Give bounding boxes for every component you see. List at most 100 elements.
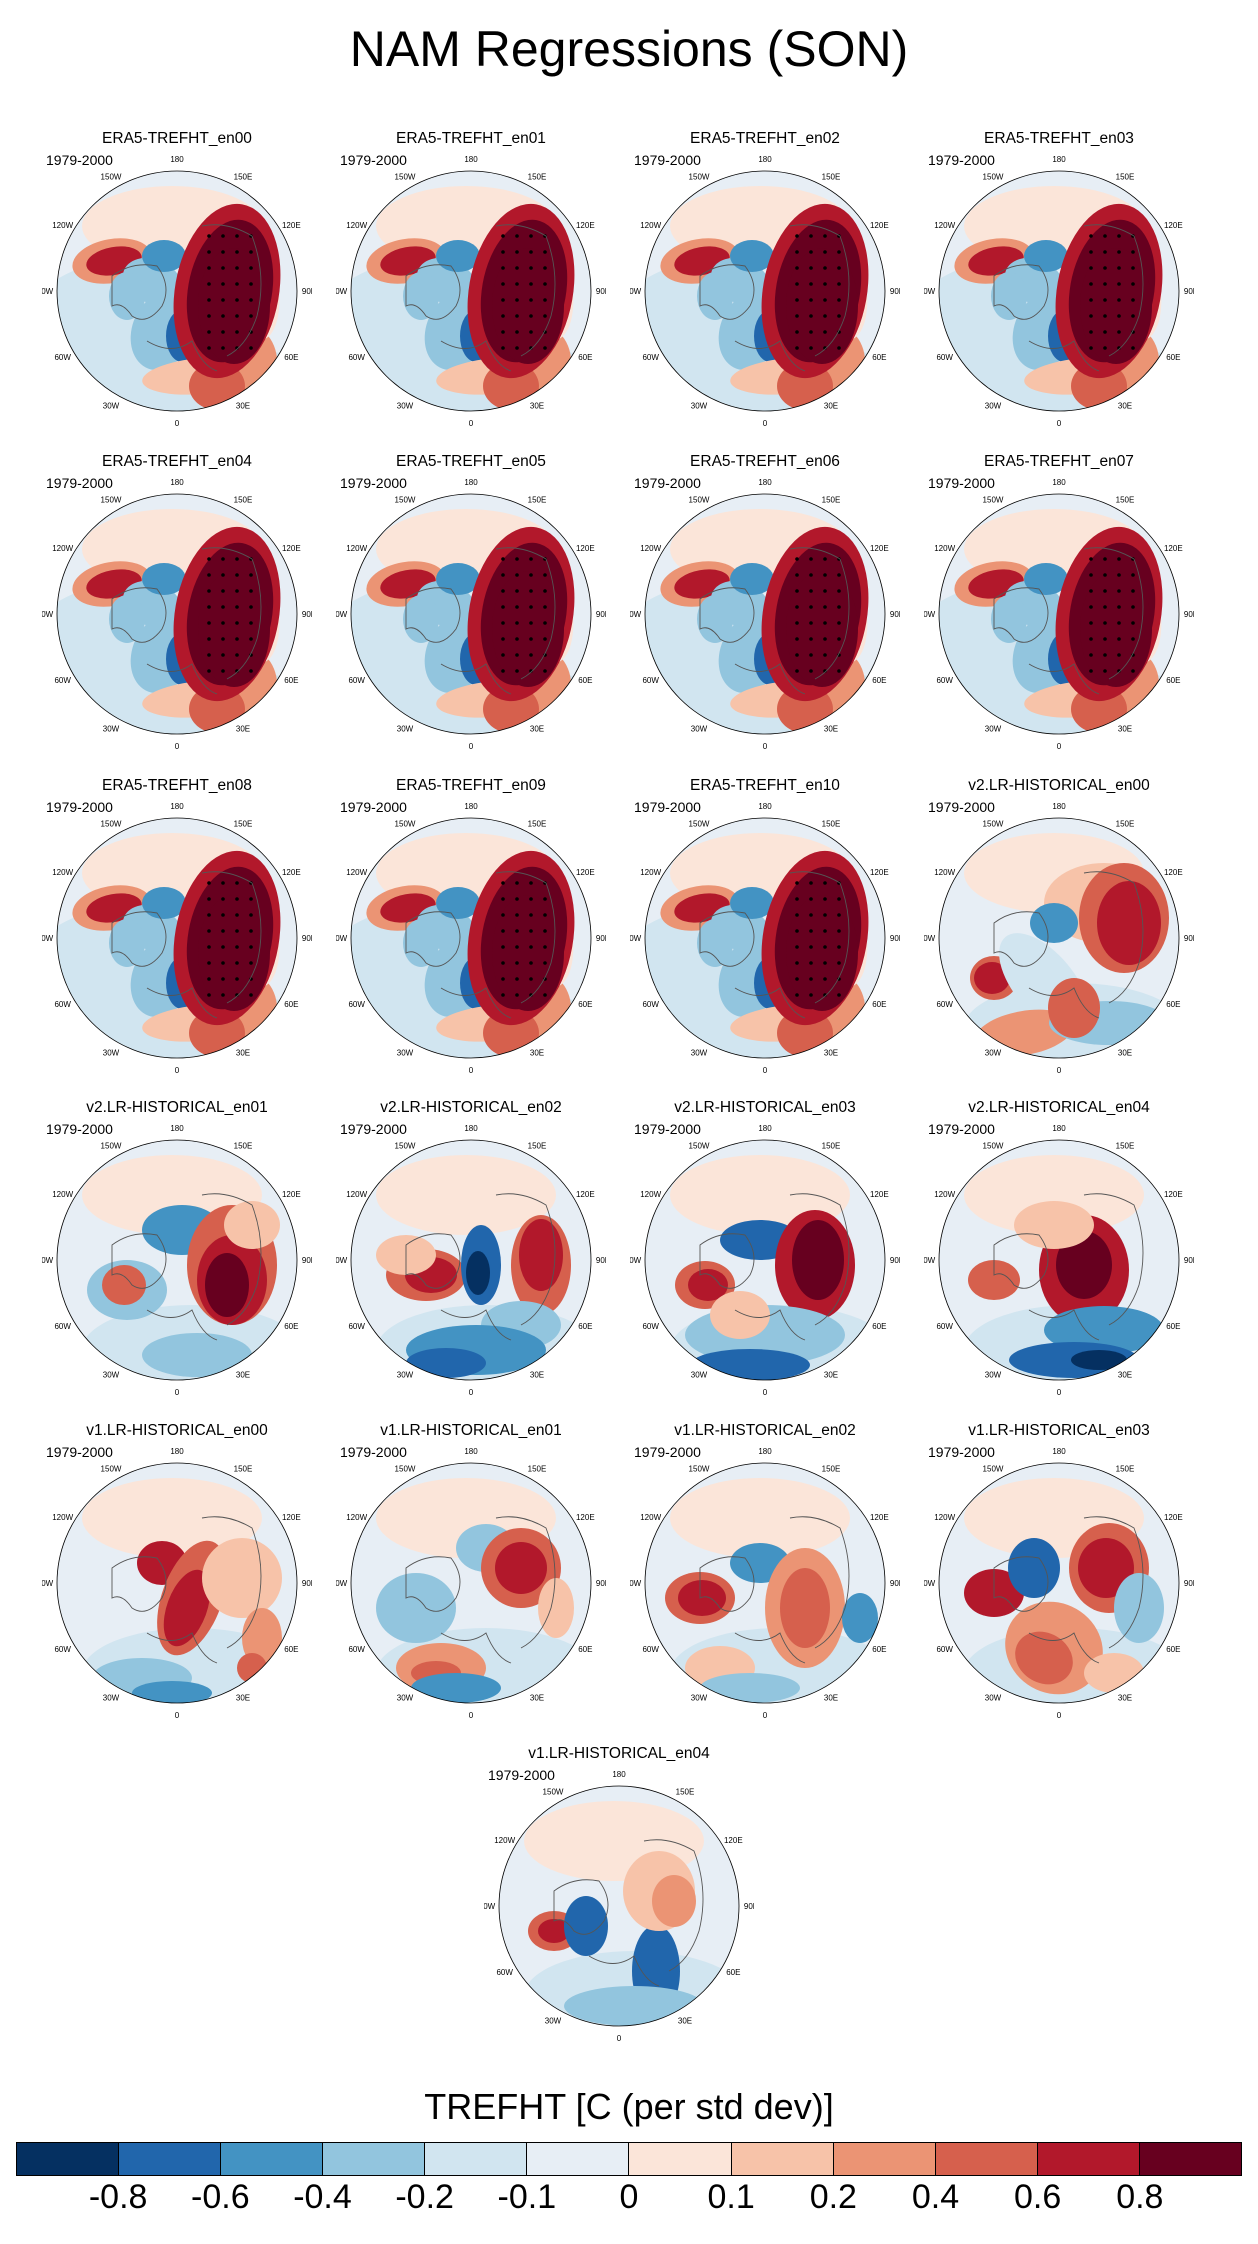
panel-title: ERA5-TREFHT_en04 [102,453,252,470]
significance-dot [235,913,239,917]
significance-dot [235,897,239,901]
longitude-label: 90W [924,934,936,943]
polar-map: 180 150E 120E 90E 60E 30E 0 30W 60W 90W 120W 150W [924,1447,1194,1720]
significance-dot [501,330,505,334]
significance-dot [515,669,519,673]
significance-dot [1131,669,1135,673]
anomaly-region [466,1251,490,1295]
longitude-label: 150W [983,1142,1004,1151]
significance-dot [529,913,533,917]
significance-dot [795,605,799,609]
coastline [699,224,850,372]
panel-period: 1979-2000 [634,152,701,168]
longitude-label: 120E [870,868,889,877]
longitude-label: 60W [54,1000,71,1009]
longitude-label: 30E [530,1370,544,1379]
colorbar-swatch [527,2143,630,2175]
longitude-label: 90W [630,610,642,619]
significance-dot [515,637,519,641]
panel-title: v2.LR-HISTORICAL_en03 [674,1099,856,1116]
longitude-label: 150W [983,496,1004,505]
longitude-label: 150W [689,496,710,505]
anomaly-region [792,1220,844,1300]
longitude-label: 120E [870,221,889,230]
longitude-label: 60E [284,1000,298,1009]
significance-dot [809,669,813,673]
anomaly-region [205,1253,249,1317]
coastline [699,547,850,695]
longitude-label: 30E [824,1048,838,1057]
panel-period: 1979-2000 [928,1121,995,1137]
temperature-field [939,1140,1179,1380]
significance-dot [529,621,533,625]
significance-dot [795,961,799,965]
longitude-label: 0 [1057,1388,1062,1397]
significance-dot [221,573,225,577]
longitude-label: 120W [346,868,367,877]
significance-dot [837,961,841,965]
significance-dot [221,266,225,270]
significance-dot [1089,589,1093,593]
longitude-label: 150W [101,173,122,182]
panel-period: 1979-2000 [928,152,995,168]
polar-map: 180 150E 120E 90E 60E 30E 0 30W 60W 90W 120W 150W [336,478,606,751]
longitude-label: 120E [1164,868,1183,877]
panel-period: 1979-2000 [340,1121,407,1137]
panel-period: 1979-2000 [634,799,701,815]
panel-title: ERA5-TREFHT_en01 [396,130,546,147]
longitude-label: 60W [496,1968,513,1977]
longitude-label: 60E [578,676,592,685]
longitude-label: 90E [890,1256,900,1265]
panel-period: 1979-2000 [340,799,407,815]
longitude-label: 0 [1057,1711,1062,1720]
significance-dot [837,298,841,302]
anomaly-region [786,571,858,687]
significance-dot [529,961,533,965]
longitude-label: 30W [985,1048,1002,1057]
panel-period: 1979-2000 [46,152,113,168]
significance-dot [837,573,841,577]
polar-map: 180 150E 120E 90E 60E 30E 0 30W 60W 90W 120W 150W [42,155,312,428]
panel-title: ERA5-TREFHT_en02 [690,130,840,147]
longitude-label: 180 [170,1124,184,1133]
longitude-label: 30W [691,724,708,733]
longitude-label: 180 [464,1124,478,1133]
coastline [993,1193,1144,1341]
significance-dot [501,605,505,609]
significance-dot [235,977,239,981]
longitude-label: 0 [175,1711,180,1720]
longitude-label: 30W [397,1370,414,1379]
longitude-label: 120W [346,1190,367,1199]
significance-dot [1089,250,1093,254]
colorbar-swatch [119,2143,222,2175]
significance-dot [221,314,225,318]
longitude-label: 150E [234,173,253,182]
longitude-label: 30W [985,401,1002,410]
colorbar-swatch [629,2143,732,2175]
significance-dot [207,977,211,981]
significance-dot [501,282,505,286]
significance-dot [249,945,253,949]
significance-dot [795,945,799,949]
significance-dot [221,330,225,334]
significance-dot [837,589,841,593]
significance-dot [207,897,211,901]
temperature-field [57,171,297,411]
longitude-label: 180 [758,155,772,164]
significance-dot [809,977,813,981]
significance-dot [501,653,505,657]
anomaly-region [697,272,733,320]
anomaly-region [1048,978,1100,1038]
anomaly-region [202,1538,282,1618]
significance-dot [207,298,211,302]
significance-dot [501,637,505,641]
map-panel: v2.LR-HISTORICAL_en04 1979-2000 180 150E 120… [924,1099,1194,1399]
significance-dot [543,945,547,949]
significance-dot [207,605,211,609]
significance-dot [515,993,519,997]
significance-dot [809,266,813,270]
longitude-label: 180 [464,478,478,487]
anomaly-region [678,1580,726,1616]
significance-dot [809,557,813,561]
panel-title: ERA5-TREFHT_en09 [396,777,546,794]
